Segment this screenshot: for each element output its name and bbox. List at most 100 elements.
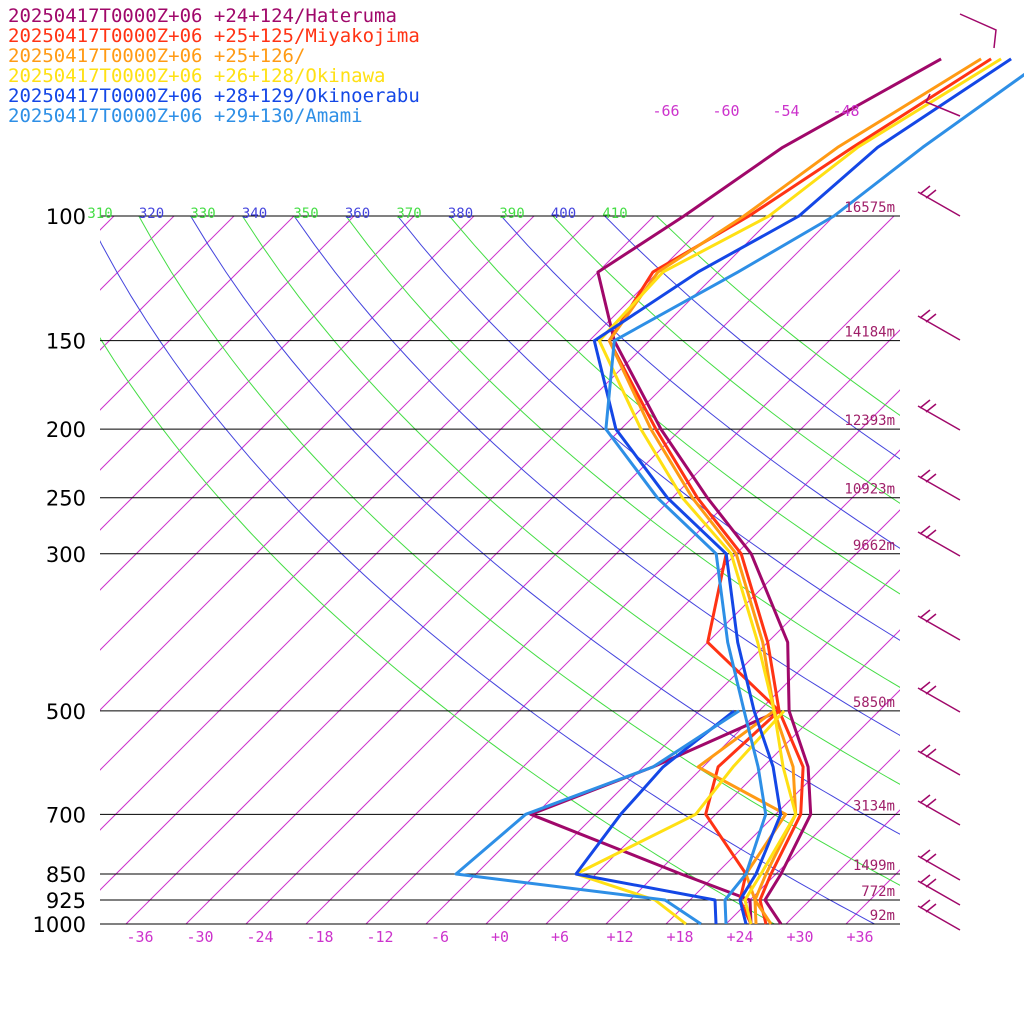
x-tick-label: +30 <box>786 928 813 946</box>
height-label: 10923m <box>844 482 895 498</box>
x-tick-label: +12 <box>606 928 633 946</box>
isotherm-line <box>545 569 900 924</box>
dry-adiabat-line <box>100 337 775 924</box>
x-tick-label: +6 <box>551 928 569 946</box>
isotherm-line <box>605 629 900 924</box>
height-label: 772m <box>861 884 895 900</box>
wind-barb <box>917 744 961 776</box>
theta-label: 330 <box>190 206 215 222</box>
isotherm-line <box>906 216 1024 924</box>
isotherm-line <box>100 216 415 531</box>
x-tick-label: -12 <box>366 928 393 946</box>
profile-temperature-line <box>597 57 1002 925</box>
isotherm-top-label: -54 <box>772 102 799 120</box>
isotherm-top-label: -48 <box>832 102 859 120</box>
x-tick-label: -30 <box>186 928 213 946</box>
isotherm-line <box>185 216 895 924</box>
wind-barb <box>917 185 961 217</box>
x-tick-label: +0 <box>491 928 509 946</box>
wind-barb <box>917 874 961 906</box>
isotherm-line <box>485 509 900 924</box>
isotherm-line <box>100 216 595 711</box>
isotherm-line <box>100 216 475 591</box>
profile-dewpoint-line <box>574 709 786 926</box>
x-tick-label: +24 <box>726 928 753 946</box>
height-label: 16575m <box>844 200 895 216</box>
pressure-label: 300 <box>46 543 86 567</box>
pressure-label: 200 <box>46 418 86 442</box>
theta-label: 360 <box>345 206 370 222</box>
theta-label: 400 <box>551 206 576 222</box>
dry-adiabat-line <box>190 216 900 835</box>
height-label: 92m <box>870 908 895 924</box>
theta-label: 340 <box>242 206 267 222</box>
pressure-label: 150 <box>46 330 86 354</box>
isotherm-top-label: -66 <box>652 102 679 120</box>
isotherm-line <box>100 216 535 651</box>
wind-barbs <box>917 13 997 931</box>
legend-entry: 20250417T0000Z+06 +25+125/Miyakojima <box>8 25 420 47</box>
dry-adiabat-line <box>345 216 900 688</box>
wind-barb <box>917 899 961 931</box>
theta-label: 380 <box>448 206 473 222</box>
wind-barb <box>917 399 961 431</box>
height-label: 12393m <box>844 413 895 429</box>
wind-barb <box>917 469 961 501</box>
profile-temperature-line <box>596 57 942 925</box>
pressure-label: 100 <box>46 205 86 229</box>
wind-barb <box>917 309 961 341</box>
wind-barb <box>917 525 961 557</box>
dry-adiabat-line <box>138 216 900 886</box>
profile-temperature-line <box>607 57 982 925</box>
theta-label: 320 <box>139 206 164 222</box>
isotherm-line <box>100 216 655 771</box>
pressure-label: 1000 <box>33 913 86 937</box>
x-tick-label: +18 <box>666 928 693 946</box>
wind-barb <box>917 609 961 641</box>
profile-temperature-line <box>604 72 1024 925</box>
isotherm-line <box>245 269 900 924</box>
dry-adiabat-line <box>293 216 900 736</box>
dry-adiabat-line <box>448 216 900 595</box>
profile-temperature-line <box>607 57 992 925</box>
x-tick-label: -18 <box>306 928 333 946</box>
legend-entry: 20250417T0000Z+06 +28+129/Okinoerabu <box>8 85 420 107</box>
profile-dewpoint-line <box>696 709 788 925</box>
isotherm-line <box>665 689 900 924</box>
axis-labels: 100 16575m 150 14184m 200 12393m 250 10923m 300 9… <box>33 102 895 946</box>
height-label: 3134m <box>853 798 895 814</box>
theta-label: 310 <box>87 206 112 222</box>
legend-entry: 20250417T0000Z+06 +29+130/Amami <box>8 105 363 127</box>
isotherm-line <box>100 216 355 471</box>
dry-adiabat-lines <box>100 216 900 924</box>
legend-entry: 20250417T0000Z+06 +24+124/Hateruma <box>8 5 397 27</box>
x-tick-label: -24 <box>246 928 273 946</box>
isotherm-line <box>305 329 900 924</box>
wind-barb <box>917 794 961 826</box>
theta-label: 390 <box>499 206 524 222</box>
theta-label: 350 <box>293 206 318 222</box>
isotherm-line <box>100 216 295 411</box>
wind-barb <box>917 681 961 713</box>
pressure-label: 850 <box>46 863 86 887</box>
profile-temperature-line <box>592 57 1012 925</box>
sounding-profiles <box>454 57 1024 926</box>
dry-adiabat-line <box>552 216 900 504</box>
isotherm-line <box>785 809 900 924</box>
legend-entry: 20250417T0000Z+06 +25+126/ <box>8 45 306 67</box>
isotherm-line <box>100 216 775 891</box>
x-tick-label: -6 <box>431 928 449 946</box>
dry-adiabat-line <box>500 216 900 549</box>
isotherm-line <box>725 749 900 924</box>
pressure-label: 700 <box>46 803 86 827</box>
legend-entry: 20250417T0000Z+06 +26+128/Okinawa <box>8 65 386 87</box>
isotherm-line <box>845 869 900 924</box>
isotherm-line <box>365 389 900 924</box>
pressure-label: 500 <box>46 700 86 724</box>
dry-adiabat-line <box>241 216 900 785</box>
legend: 20250417T0000Z+06 +24+124/Hateruma 20250… <box>8 6 420 126</box>
wind-barb <box>917 849 961 881</box>
pressure-label: 925 <box>46 889 86 913</box>
height-label: 14184m <box>844 325 895 341</box>
